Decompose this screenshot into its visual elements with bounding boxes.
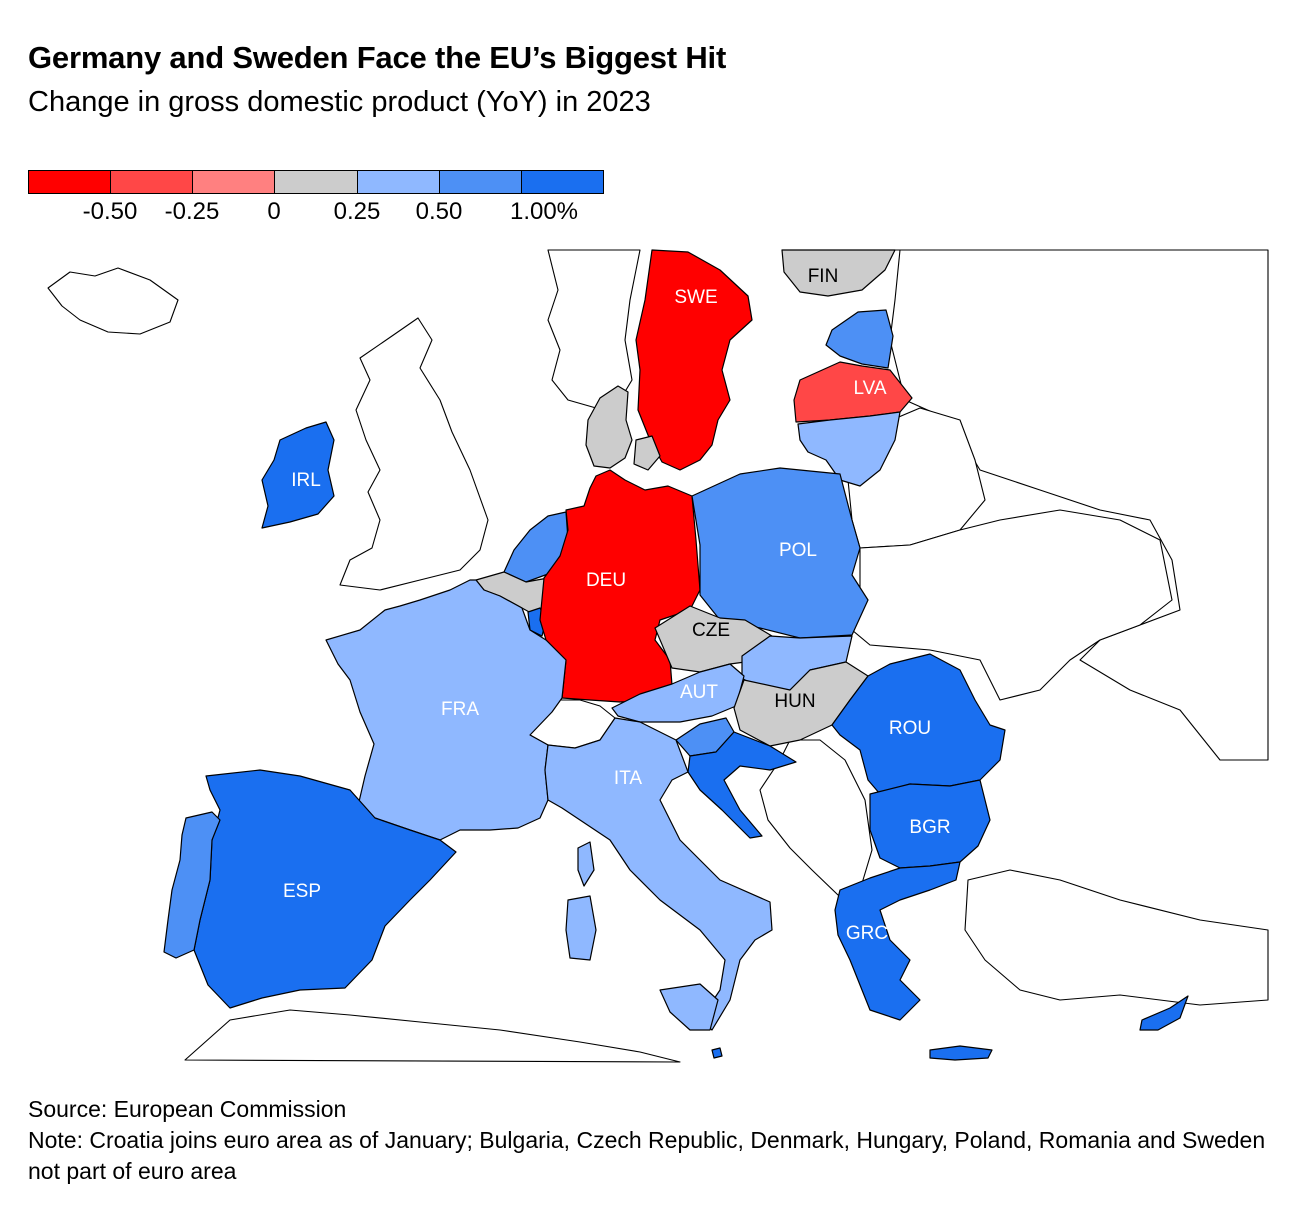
- country-est[interactable]: [825, 309, 894, 369]
- country-grc-crete[interactable]: [929, 1045, 993, 1061]
- europe-map: SWE FIN LVA IRL DEU POL CZE AUT HUN FRA …: [47, 249, 1269, 1063]
- balkans-outline: [759, 739, 873, 896]
- legend-tick: 1.00%: [509, 198, 579, 225]
- label-lva: LVA: [853, 378, 886, 399]
- chart-footer: Source: European Commission Note: Croati…: [28, 1094, 1278, 1187]
- source-note: Source: European Commission: [28, 1096, 347, 1122]
- legend-tick: -0.50: [82, 198, 138, 225]
- legend-tick: 0.25: [333, 198, 381, 225]
- country-fra-corsica[interactable]: [577, 841, 595, 887]
- country-ita[interactable]: [544, 717, 773, 1031]
- country-irl[interactable]: [261, 421, 335, 529]
- label-grc: GRC: [846, 923, 888, 944]
- turkey-outline: [964, 869, 1269, 1006]
- legend-swatch: [521, 171, 603, 193]
- label-aut: AUT: [680, 682, 718, 703]
- label-bgr: BGR: [909, 817, 950, 838]
- legend-tick: -0.25: [164, 198, 220, 225]
- country-hrv[interactable]: [687, 731, 797, 839]
- non-eu-outlines: [47, 249, 1269, 1063]
- legend-swatch: [193, 171, 276, 193]
- country-bgr[interactable]: [869, 779, 991, 869]
- label-hun: HUN: [774, 691, 815, 712]
- label-deu: DEU: [586, 570, 626, 591]
- label-pol: POL: [779, 540, 817, 561]
- chart-subtitle: Change in gross domestic product (YoY) i…: [28, 86, 651, 118]
- north-africa-outline: [184, 1009, 681, 1063]
- country-prt[interactable]: [163, 811, 221, 959]
- legend-swatch: [275, 171, 358, 193]
- legend-swatch: [111, 171, 194, 193]
- country-ita-sardinia[interactable]: [565, 895, 597, 961]
- country-fra[interactable]: [325, 579, 567, 841]
- legend-swatch: [29, 171, 112, 193]
- label-fra: FRA: [441, 699, 479, 720]
- legend-swatch: [439, 171, 522, 193]
- country-fin[interactable]: [781, 249, 896, 297]
- uk-outline: [339, 317, 489, 591]
- label-swe: SWE: [674, 287, 717, 308]
- label-cze: CZE: [692, 620, 730, 641]
- label-rou: ROU: [889, 718, 931, 739]
- legend-tick: 0: [267, 198, 281, 225]
- label-ita: ITA: [614, 768, 642, 789]
- norway-outline: [547, 249, 641, 409]
- label-fin: FIN: [808, 266, 839, 287]
- label-esp: ESP: [283, 881, 321, 902]
- footnote: Note: Croatia joins euro area as of Janu…: [28, 1127, 1266, 1184]
- country-mlt[interactable]: [711, 1047, 723, 1059]
- country-pol[interactable]: [691, 467, 869, 639]
- country-swe[interactable]: [635, 249, 753, 471]
- iceland-outline: [47, 267, 179, 335]
- russia-outline: [859, 249, 1269, 761]
- country-grc[interactable]: [834, 861, 961, 1021]
- country-ita-sicily[interactable]: [659, 983, 719, 1031]
- label-irl: IRL: [291, 470, 321, 491]
- country-ltu[interactable]: [797, 411, 901, 487]
- ukraine-outline: [851, 509, 1173, 701]
- country-cyp[interactable]: [1139, 995, 1189, 1031]
- legend-tick: 0.50: [415, 198, 463, 225]
- legend-swatch: [357, 171, 440, 193]
- chart-title: Germany and Sweden Face the EU’s Biggest…: [28, 40, 727, 75]
- legend-bar: [28, 170, 604, 194]
- country-dnk[interactable]: [585, 385, 633, 469]
- color-legend: -0.50 -0.25 0 0.25 0.50 1.00%: [28, 170, 604, 225]
- country-dnk-zealand[interactable]: [633, 435, 661, 471]
